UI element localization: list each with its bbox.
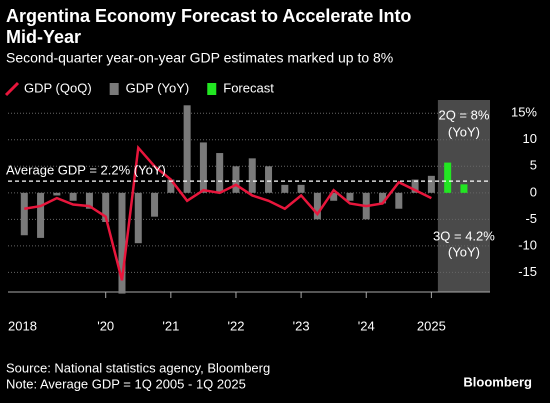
x-tick-label: '23: [293, 318, 310, 333]
chart-title: Mid-Year: [6, 27, 81, 47]
bar: [134, 192, 142, 244]
annotation: (YoY): [448, 244, 480, 259]
bar: [151, 192, 159, 217]
y-tick-label: -10: [518, 237, 537, 252]
y-tick-label: 10: [523, 131, 537, 146]
bar: [297, 184, 305, 193]
bar: [281, 184, 289, 193]
bar: [395, 192, 403, 209]
bar: [20, 192, 28, 236]
y-tick-label: 5: [530, 158, 537, 173]
x-tick-label: '20: [97, 318, 114, 333]
y-tick-label: 15%: [511, 105, 537, 120]
brand: Bloomberg: [463, 374, 532, 389]
bar: [232, 166, 240, 193]
bar: [118, 192, 126, 294]
legend-label: Forecast: [223, 80, 274, 95]
annotation: 3Q = 4.2%: [433, 228, 495, 243]
bar: [265, 166, 273, 193]
annotation: Average GDP = 2.2% (YoY): [6, 163, 166, 178]
bar: [460, 184, 468, 193]
x-tick-label: '21: [162, 318, 179, 333]
legend-swatch: [207, 83, 217, 95]
x-tick-label: 2025: [417, 318, 446, 333]
bar: [379, 192, 387, 204]
bar: [199, 142, 207, 193]
y-tick-label: 0: [530, 184, 537, 199]
bar: [183, 105, 191, 193]
y-tick-label: -15: [518, 264, 537, 279]
bar: [216, 153, 224, 193]
x-tick-label: '24: [358, 318, 375, 333]
bar: [69, 192, 77, 201]
bar: [37, 192, 45, 238]
bar: [427, 175, 435, 193]
annotation: (YoY): [448, 124, 480, 139]
bar: [330, 192, 338, 201]
bar: [167, 179, 175, 193]
note: Note: Average GDP = 1Q 2005 - 1Q 2025: [6, 376, 246, 391]
legend-swatch: [109, 83, 119, 95]
bar: [85, 192, 93, 209]
x-tick-label: 2018: [8, 318, 37, 333]
legend-label: GDP (QoQ): [24, 80, 92, 95]
y-tick-label: -5: [525, 211, 537, 226]
annotation: 2Q = 8%: [438, 107, 489, 122]
line: [24, 144, 432, 281]
chart-title: Argentina Economy Forecast to Accelerate…: [6, 6, 411, 26]
bar: [53, 192, 61, 196]
bar: [444, 162, 452, 193]
chart-subtitle: Second-quarter year-on-year GDP estimate…: [6, 50, 393, 66]
bar: [346, 192, 354, 201]
bar: [248, 158, 256, 193]
forecast-shade: [437, 100, 490, 292]
legend-label: GDP (YoY): [126, 80, 190, 95]
x-tick-label: '22: [227, 318, 244, 333]
source: Source: National statistics agency, Bloo…: [6, 360, 270, 375]
legend-swatch: [4, 81, 20, 97]
bar: [411, 179, 419, 193]
bar: [313, 192, 321, 220]
bar: [102, 192, 110, 222]
